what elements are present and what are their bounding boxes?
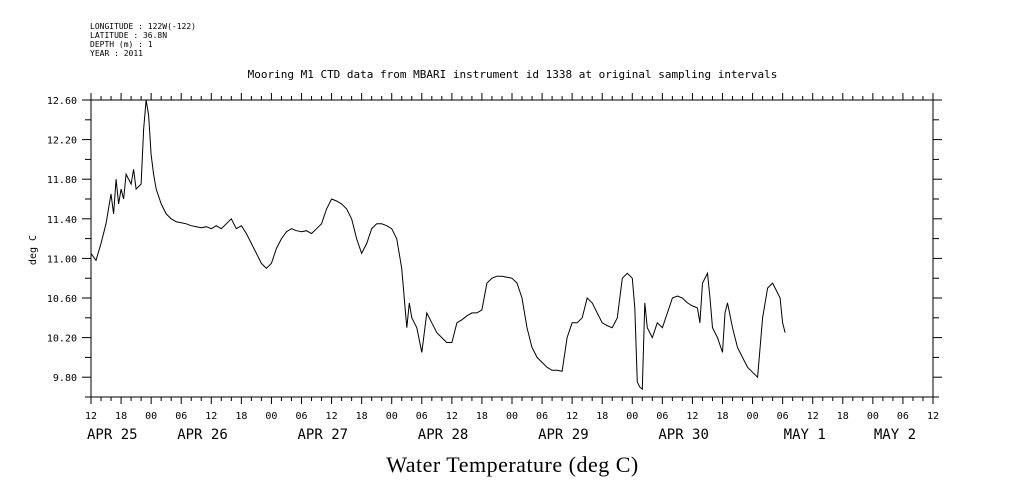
x-hour-label: 06 — [656, 411, 668, 422]
x-day-label: APR 28 — [418, 427, 469, 443]
x-hour-label: 00 — [506, 411, 518, 422]
x-hour-label: 18 — [596, 411, 608, 422]
y-tick-label: 11.00 — [47, 254, 77, 265]
x-hour-label: 18 — [476, 411, 488, 422]
y-tick-label: 11.40 — [47, 215, 77, 226]
x-hour-label: 06 — [416, 411, 428, 422]
y-tick-label: 12.60 — [47, 96, 77, 107]
x-hour-label: 18 — [115, 411, 127, 422]
year-text: YEAR : 2011 — [90, 49, 143, 58]
y-tick-label: 11.80 — [47, 175, 77, 186]
x-hour-label: 00 — [145, 411, 157, 422]
x-hour-label: 00 — [386, 411, 398, 422]
chart-title: Mooring M1 CTD data from MBARI instrumen… — [247, 68, 778, 81]
x-hour-label: 12 — [686, 411, 698, 422]
x-day-label: APR 25 — [87, 427, 138, 443]
y-axis-label: deg C — [28, 235, 39, 265]
x-hour-label: 00 — [867, 411, 879, 422]
x-hour-label: 00 — [265, 411, 277, 422]
plot-frame — [90, 99, 934, 398]
x-hour-label: 18 — [356, 411, 368, 422]
x-hour-label: 06 — [175, 411, 187, 422]
depth-text: DEPTH (m) : 1 — [90, 40, 153, 49]
x-day-label: APR 30 — [658, 427, 709, 443]
x-day-label: APR 26 — [177, 427, 228, 443]
footer-title: Water Temperature (deg C) — [386, 452, 639, 477]
x-hour-label: 06 — [295, 411, 307, 422]
x-day-label: APR 27 — [298, 427, 349, 443]
x-day-label: MAY 1 — [784, 427, 826, 443]
x-hour-label: 12 — [446, 411, 458, 422]
y-tick-label: 10.20 — [47, 334, 77, 345]
x-day-label: MAY 2 — [874, 427, 916, 443]
x-hour-label: 00 — [747, 411, 759, 422]
temperature-series-line — [90, 99, 786, 391]
x-hour-label: 06 — [777, 411, 789, 422]
x-hour-label: 12 — [205, 411, 217, 422]
latitude-text: LATITUDE : 36.8N — [90, 31, 168, 40]
x-day-label: APR 29 — [538, 427, 589, 443]
x-hour-label: 18 — [235, 411, 247, 422]
x-hour-label: 12 — [927, 411, 939, 422]
x-hour-label: 18 — [837, 411, 849, 422]
x-hour-label: 12 — [566, 411, 578, 422]
x-hour-label: 18 — [716, 411, 728, 422]
x-hour-label: 06 — [536, 411, 548, 422]
y-tick-label: 12.20 — [47, 136, 77, 147]
longitude-text: LONGITUDE : 122W(-122) — [90, 22, 196, 31]
y-tick-label: 10.60 — [47, 294, 77, 305]
x-hour-label: 06 — [897, 411, 909, 422]
y-tick-label: 9.80 — [53, 373, 77, 384]
x-hour-label: 12 — [807, 411, 819, 422]
x-hour-label: 12 — [326, 411, 338, 422]
x-hour-label: 00 — [626, 411, 638, 422]
x-hour-label: 12 — [85, 411, 97, 422]
metadata-block: LONGITUDE : 122W(-122) LATITUDE : 36.8N … — [90, 22, 196, 58]
